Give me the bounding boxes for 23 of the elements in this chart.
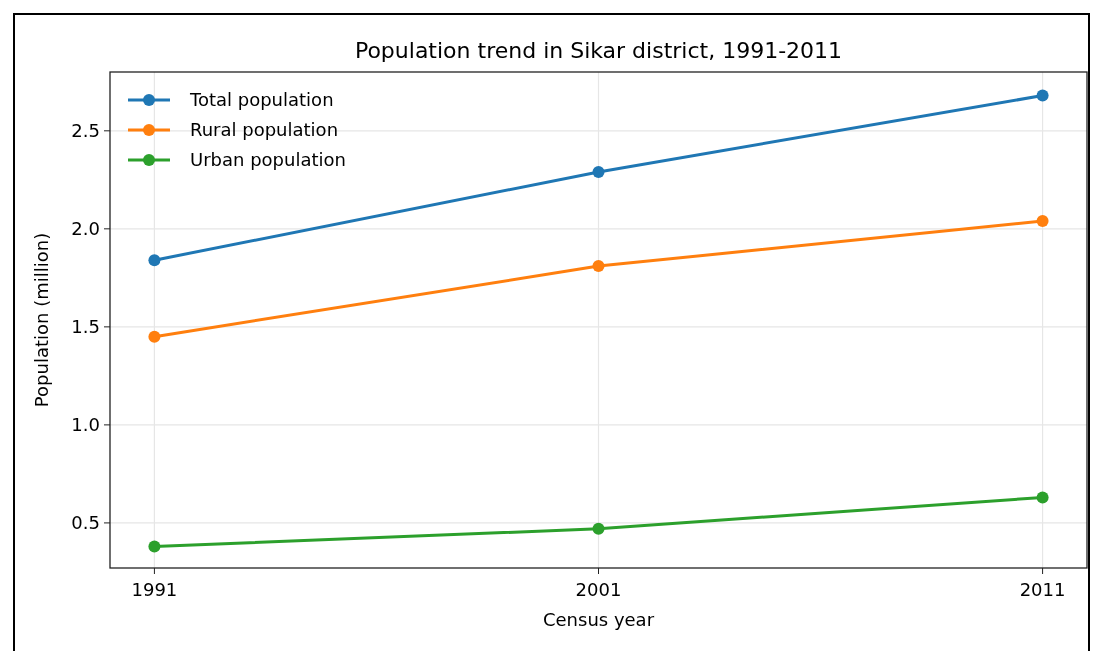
point — [1036, 89, 1049, 102]
point — [1036, 215, 1049, 227]
point — [148, 540, 161, 553]
x-tick-label: 2011 — [1019, 579, 1066, 600]
point — [148, 254, 161, 267]
chart-title: Population trend in Sikar district, 1991-2011 — [354, 38, 843, 63]
point — [592, 165, 605, 178]
legend-label: Total population — [189, 89, 334, 110]
y-tick-label: 2.5 — [71, 119, 100, 141]
legend-label: Urban population — [190, 149, 346, 170]
y-axis-title: Population (million) — [31, 232, 52, 408]
y-tick-label: 1.0 — [71, 413, 100, 435]
point — [1036, 491, 1049, 504]
y-tick-label: 1.5 — [71, 315, 100, 337]
x-tick-label: 2001 — [575, 579, 622, 600]
x-axis-title: Census year — [542, 609, 655, 630]
point — [592, 260, 605, 273]
point — [592, 522, 605, 535]
legend-label: Rural population — [190, 119, 339, 140]
point — [148, 330, 161, 343]
y-tick-label: 2.0 — [71, 217, 100, 239]
y-tick-label: 0.5 — [71, 511, 100, 533]
x-tick-label: 1991 — [131, 579, 178, 600]
